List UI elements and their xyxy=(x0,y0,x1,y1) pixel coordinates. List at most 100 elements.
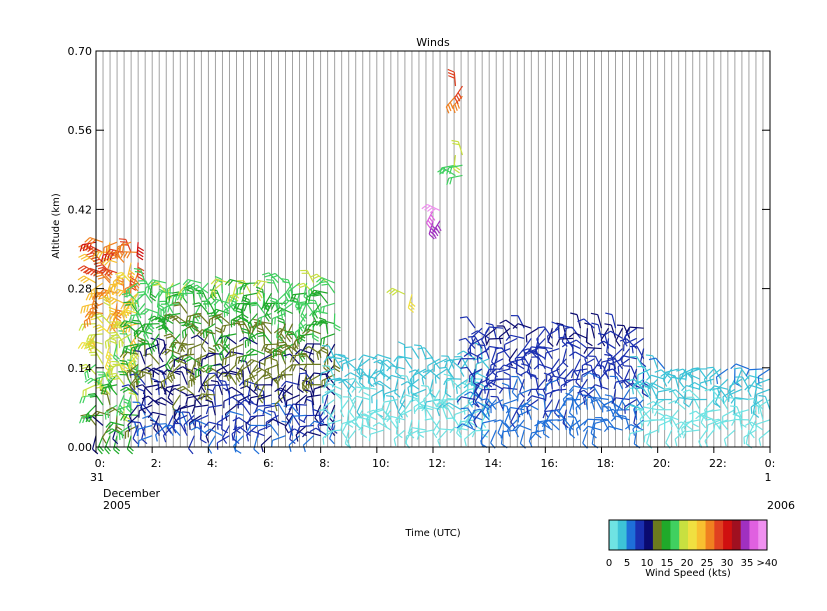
wind-barb-flag xyxy=(508,361,512,370)
wind-barb-flag xyxy=(689,399,694,407)
wind-barb xyxy=(346,409,354,428)
wind-barb-staff xyxy=(491,348,497,362)
wind-barb-flag xyxy=(241,295,245,303)
wind-barb-staff xyxy=(593,387,603,400)
wind-barb-staff xyxy=(647,378,659,390)
wind-barb xyxy=(492,378,511,386)
wind-barb xyxy=(485,326,504,334)
wind-barb xyxy=(349,399,357,419)
wind-barb-flag xyxy=(359,382,366,388)
wind-barb-staff xyxy=(526,398,539,409)
wind-barb-flag xyxy=(285,335,291,343)
wind-barb-staff xyxy=(279,327,293,335)
wind-barb xyxy=(307,374,321,389)
wind-barb xyxy=(688,381,708,390)
wind-barb-flag xyxy=(568,385,575,392)
wind-barb-flag xyxy=(136,371,143,377)
wind-barb-flag xyxy=(432,431,438,439)
wind-barb xyxy=(240,302,258,312)
wind-barb-flag xyxy=(640,361,647,368)
wind-barb-flag xyxy=(428,233,435,240)
wind-barb-flag xyxy=(577,389,585,394)
wind-barb xyxy=(386,287,406,296)
wind-barb-flag xyxy=(84,377,92,383)
wind-barb-flag xyxy=(379,371,386,378)
wind-barb xyxy=(218,379,230,396)
wind-barb-flag xyxy=(395,419,399,427)
wind-barb xyxy=(273,327,293,335)
wind-barb-flag xyxy=(251,332,257,340)
colorbar-swatch xyxy=(731,520,742,550)
wind-barb-staff xyxy=(136,242,139,257)
wind-barb xyxy=(257,424,272,438)
wind-barb-flag xyxy=(163,380,166,388)
wind-barb-staff xyxy=(285,404,294,418)
wind-barb xyxy=(322,398,336,415)
wind-barb-staff xyxy=(161,324,174,335)
wind-barb-flag xyxy=(256,332,264,335)
wind-barb-staff xyxy=(448,164,463,169)
wind-barb-flag xyxy=(442,402,450,408)
wind-barb-flag xyxy=(114,271,122,275)
wind-barb-flag xyxy=(224,357,227,366)
wind-barb-flag xyxy=(157,306,164,312)
wind-barb xyxy=(300,303,308,322)
wind-barb xyxy=(527,350,546,360)
wind-barb-flag xyxy=(179,321,187,324)
wind-barb-flag xyxy=(424,205,431,211)
wind-barb-flag xyxy=(253,318,261,322)
wind-barb xyxy=(98,267,118,277)
wind-barb-staff xyxy=(410,346,420,360)
wind-barb-flag xyxy=(309,310,315,317)
wind-barb xyxy=(135,302,146,321)
wind-barb xyxy=(214,333,223,352)
wind-barb xyxy=(105,343,114,363)
wind-barb-staff xyxy=(188,412,195,426)
wind-barb xyxy=(679,368,694,382)
wind-barb xyxy=(582,429,589,449)
wind-barb xyxy=(520,399,532,416)
wind-barb-staff xyxy=(415,369,427,380)
wind-barb-staff xyxy=(583,318,595,329)
wind-barb-staff xyxy=(631,337,644,347)
wind-barb-flag xyxy=(128,415,133,423)
wind-barb xyxy=(723,429,736,447)
wind-barb-staff xyxy=(610,324,617,339)
wind-barb-flag xyxy=(590,312,598,316)
wind-barb-flag xyxy=(318,317,326,321)
wind-barb-flag xyxy=(471,401,478,406)
wind-barb-flag xyxy=(137,311,142,319)
wind-barb xyxy=(744,375,764,382)
wind-barb-staff xyxy=(142,404,153,416)
wind-barb xyxy=(556,337,574,346)
wind-barb xyxy=(182,320,202,328)
wind-barb-flag xyxy=(167,397,174,404)
wind-barb-staff xyxy=(233,425,238,440)
wind-barb-staff xyxy=(167,282,181,290)
wind-barb-flag xyxy=(533,363,540,370)
wind-barb-flag xyxy=(449,167,453,175)
wind-barb xyxy=(140,308,160,315)
wind-barb-flag xyxy=(417,347,425,350)
wind-barb-flag xyxy=(110,284,114,292)
wind-barb-flag xyxy=(668,389,676,393)
wind-barb-staff xyxy=(161,397,174,406)
wind-barb-flag xyxy=(135,313,140,321)
wind-barb-staff xyxy=(508,348,518,361)
wind-barb-flag xyxy=(703,379,708,387)
wind-barb-staff xyxy=(172,394,181,407)
wind-barb xyxy=(326,409,336,428)
wind-barb xyxy=(484,327,497,344)
wind-barb xyxy=(253,320,272,328)
wind-barb xyxy=(606,338,613,357)
wind-barb-staff xyxy=(544,346,553,360)
wind-barb-flag xyxy=(176,385,184,390)
wind-barb-flag xyxy=(118,276,127,280)
wind-barb xyxy=(182,278,202,286)
wind-barb xyxy=(302,363,321,371)
wind-barb-flag xyxy=(158,291,163,299)
wind-barb-flag xyxy=(234,393,242,397)
wind-barb xyxy=(372,354,392,361)
wind-barb xyxy=(302,343,321,351)
wind-barb xyxy=(728,388,743,402)
